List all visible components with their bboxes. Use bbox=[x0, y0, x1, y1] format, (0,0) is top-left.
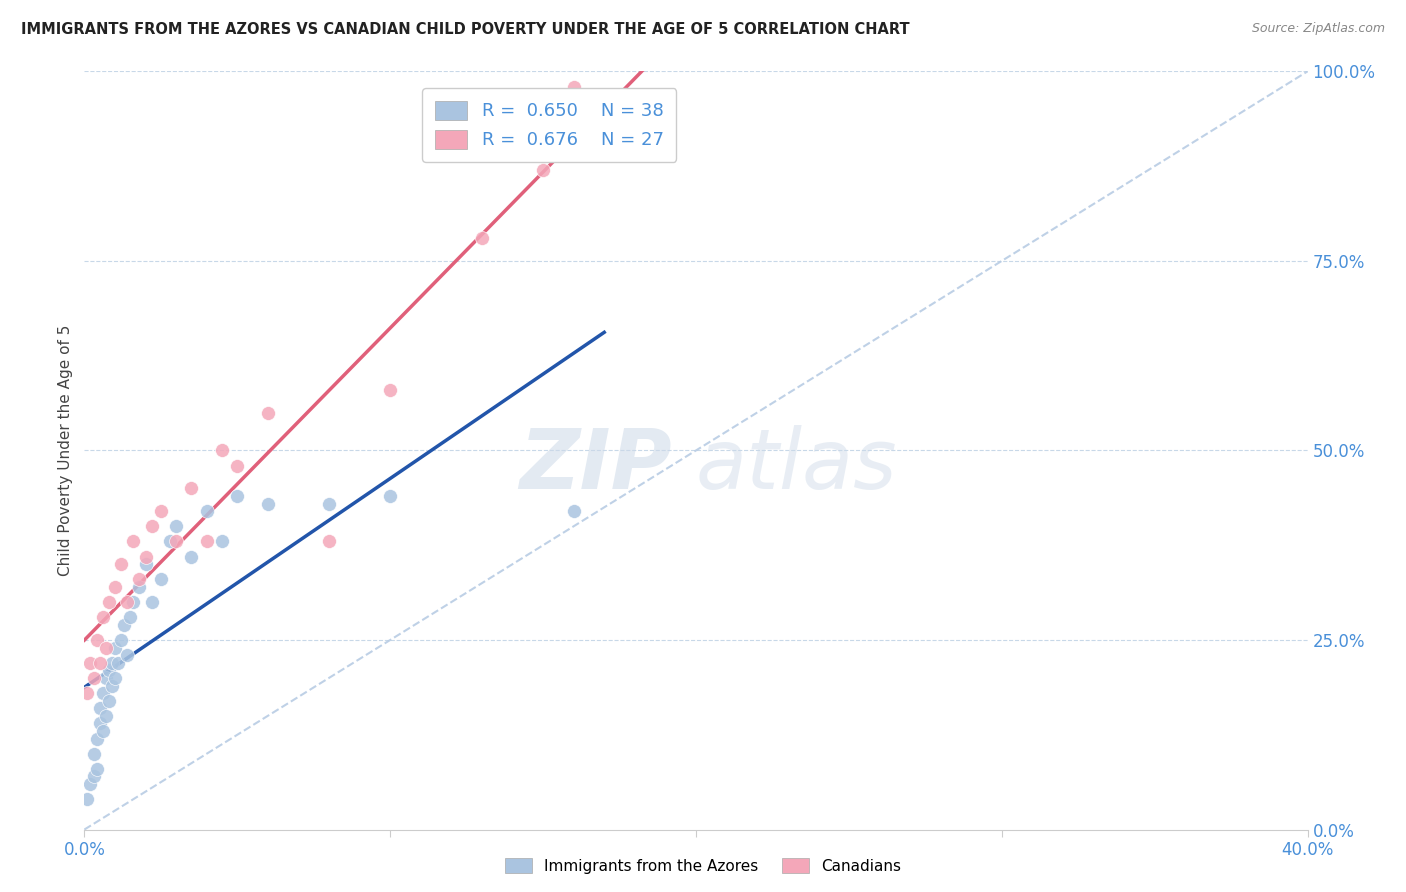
Point bbox=[141, 519, 163, 533]
Point bbox=[83, 769, 105, 784]
Point bbox=[141, 595, 163, 609]
Point bbox=[97, 664, 120, 678]
Text: Source: ZipAtlas.com: Source: ZipAtlas.com bbox=[1251, 22, 1385, 36]
Point bbox=[115, 648, 138, 662]
Point bbox=[79, 656, 101, 670]
Point bbox=[83, 747, 105, 761]
Point bbox=[226, 458, 249, 473]
Point bbox=[531, 163, 554, 178]
Point bbox=[211, 534, 233, 549]
Point bbox=[380, 489, 402, 503]
Point bbox=[91, 724, 114, 739]
Point bbox=[149, 573, 172, 587]
Point bbox=[86, 762, 108, 776]
Point bbox=[101, 656, 124, 670]
Text: IMMIGRANTS FROM THE AZORES VS CANADIAN CHILD POVERTY UNDER THE AGE OF 5 CORRELAT: IMMIGRANTS FROM THE AZORES VS CANADIAN C… bbox=[21, 22, 910, 37]
Point bbox=[91, 686, 114, 700]
Point bbox=[115, 595, 138, 609]
Point bbox=[180, 549, 202, 564]
Point bbox=[122, 534, 145, 549]
Point bbox=[471, 231, 494, 245]
Point bbox=[195, 504, 218, 518]
Point bbox=[101, 678, 124, 692]
Point bbox=[195, 534, 218, 549]
Legend: Immigrants from the Azores, Canadians: Immigrants from the Azores, Canadians bbox=[499, 852, 907, 880]
Point bbox=[257, 496, 280, 510]
Point bbox=[211, 443, 233, 458]
Point bbox=[104, 640, 127, 655]
Point bbox=[135, 557, 157, 572]
Point bbox=[135, 549, 157, 564]
Point bbox=[91, 610, 114, 624]
Point bbox=[94, 671, 117, 685]
Point bbox=[89, 656, 111, 670]
Point bbox=[107, 656, 129, 670]
Point bbox=[165, 534, 187, 549]
Point bbox=[97, 595, 120, 609]
Text: atlas: atlas bbox=[696, 425, 897, 506]
Point bbox=[318, 534, 340, 549]
Point bbox=[97, 694, 120, 708]
Point bbox=[104, 671, 127, 685]
Point bbox=[83, 671, 105, 685]
Point bbox=[122, 595, 145, 609]
Point bbox=[159, 534, 181, 549]
Point bbox=[110, 557, 132, 572]
Point bbox=[94, 640, 117, 655]
Point bbox=[94, 708, 117, 723]
Point bbox=[128, 573, 150, 587]
Point bbox=[562, 504, 585, 518]
Point bbox=[149, 504, 172, 518]
Point bbox=[86, 731, 108, 746]
Point bbox=[89, 701, 111, 715]
Point bbox=[76, 792, 98, 806]
Y-axis label: Child Poverty Under the Age of 5: Child Poverty Under the Age of 5 bbox=[58, 325, 73, 576]
Point bbox=[562, 79, 585, 94]
Point bbox=[257, 405, 280, 420]
Point bbox=[86, 633, 108, 648]
Legend: R =  0.650    N = 38, R =  0.676    N = 27: R = 0.650 N = 38, R = 0.676 N = 27 bbox=[422, 88, 676, 162]
Point bbox=[112, 617, 135, 632]
Point bbox=[76, 686, 98, 700]
Point bbox=[128, 580, 150, 594]
Point bbox=[380, 383, 402, 397]
Point bbox=[89, 716, 111, 731]
Point bbox=[318, 496, 340, 510]
Point bbox=[120, 610, 142, 624]
Point bbox=[104, 580, 127, 594]
Point bbox=[165, 519, 187, 533]
Point bbox=[79, 777, 101, 791]
Text: ZIP: ZIP bbox=[519, 425, 672, 506]
Point bbox=[180, 482, 202, 496]
Point bbox=[110, 633, 132, 648]
Point bbox=[226, 489, 249, 503]
